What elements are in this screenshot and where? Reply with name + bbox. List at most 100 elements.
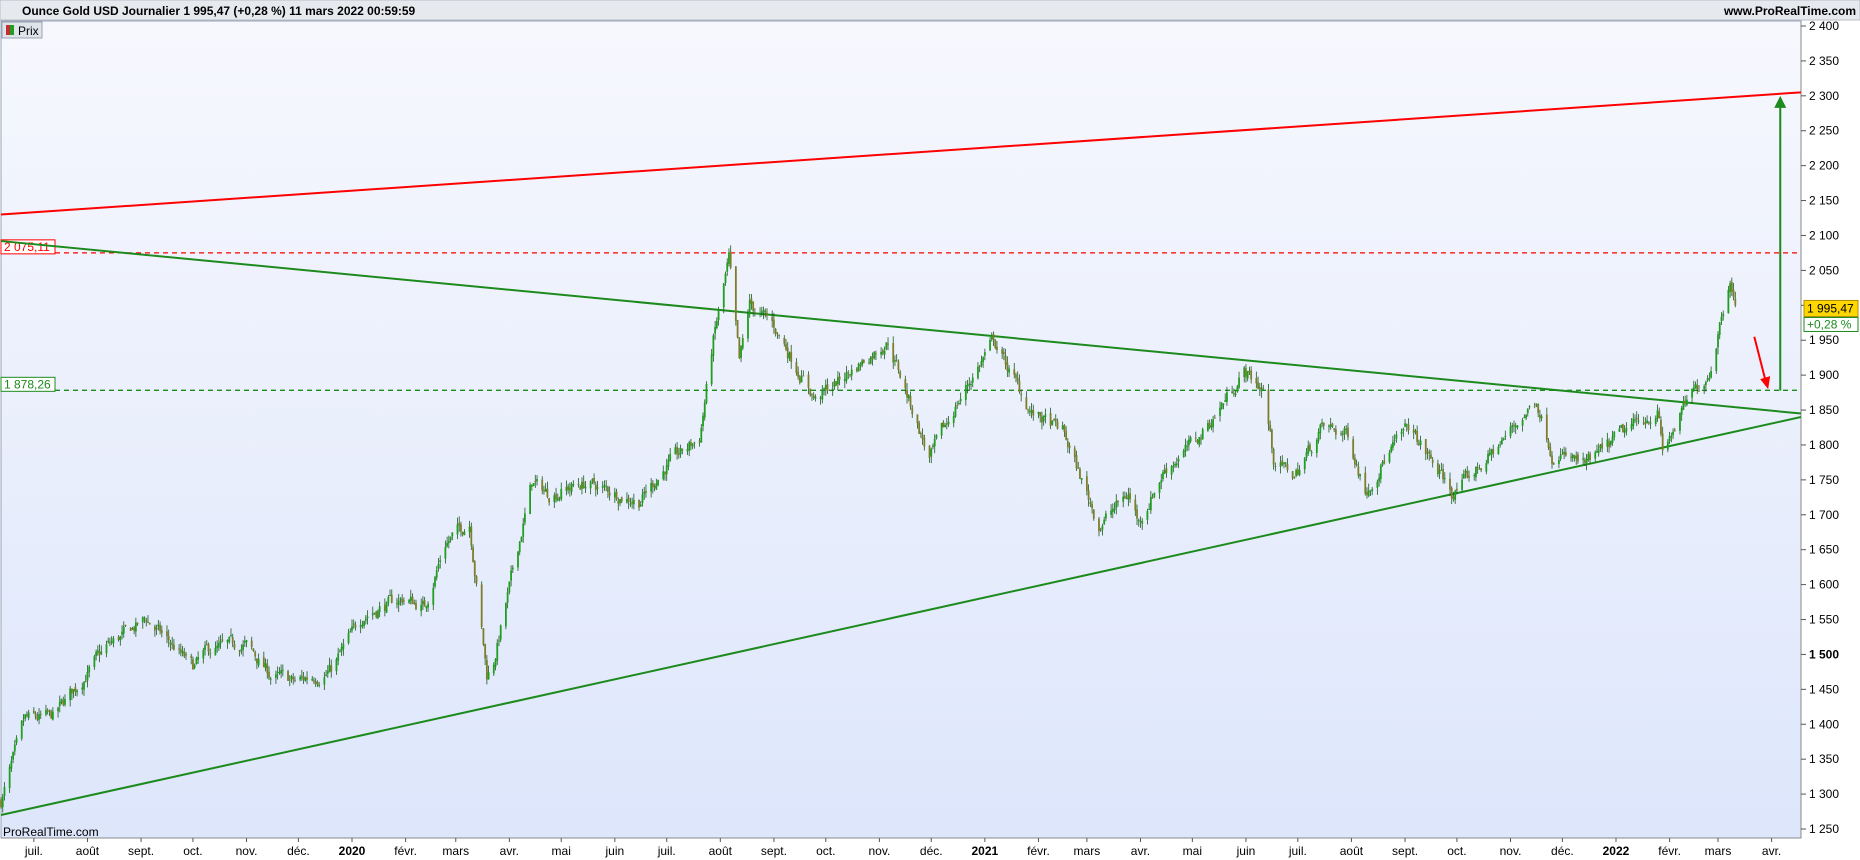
candle-body [759,313,761,315]
candle-body [994,339,997,348]
y-tick-label: 1 700 [1809,508,1839,522]
candle-body [1485,463,1488,472]
candle-body [1208,422,1211,428]
candle-body [750,298,753,304]
candle-body [129,627,132,631]
candle-body [932,445,934,448]
candle-body [1187,439,1190,446]
candle-body [361,625,364,627]
candle-body [339,651,341,653]
x-tick-label: mars [1074,844,1101,858]
candle-body [728,252,730,264]
legend-label: Prix [18,24,39,38]
candle-body [181,650,184,654]
candle-body [892,343,895,363]
candle-body [956,405,959,407]
candle-body [1480,468,1483,471]
candle-body [178,648,180,650]
candle-body [504,603,507,627]
y-tick-label: 2 250 [1809,124,1839,138]
x-tick-label: sept. [1392,844,1418,858]
candle-body [46,710,49,712]
candle-body [166,631,168,637]
candle-body [335,659,338,672]
y-tick-label: 1 450 [1809,682,1839,696]
x-tick-label: déc. [920,844,943,858]
candle-body [1599,445,1602,449]
candle-body [1513,424,1515,426]
candle-body [964,385,967,400]
candle-body [607,486,609,493]
candle-body [238,650,241,653]
candle-body [814,396,817,399]
candle-body [1378,477,1380,482]
candle-body [945,423,948,425]
legend-prix[interactable]: Prix [1,21,43,39]
site-link[interactable]: www.ProRealTime.com [1723,4,1856,18]
candle-body [510,570,512,581]
candle-body [437,563,440,569]
candle-body [916,414,919,424]
candle-body [340,646,343,652]
candle-body [145,619,148,622]
candle-body [530,484,533,487]
candle-body [141,617,144,623]
candle-body [807,374,810,388]
candle-body [269,678,272,680]
candle-body [833,381,836,387]
candle-body [1393,439,1396,441]
candle-body [645,491,647,493]
candle-body [458,522,461,526]
candle-body [243,640,246,643]
candle-body [947,421,950,425]
plot-area [0,20,1802,839]
candle-body [1077,467,1080,469]
candle-body [1618,428,1621,432]
candle-body [517,551,519,568]
candle-body [171,643,174,645]
candle-body [22,720,25,722]
candle-body [1032,409,1035,416]
candle-body [836,377,839,385]
candle-body [1270,429,1273,449]
candle-body [1226,392,1228,402]
candle-body [773,319,775,328]
candle-body [1283,462,1285,464]
candle-body [179,649,182,653]
candle-body [1,796,4,808]
candle-body [231,637,234,644]
candle-body [1658,411,1661,419]
candle-body [1343,428,1346,434]
candle-body [484,643,487,659]
y-tick-label: 1 850 [1809,403,1839,417]
candle-body [183,651,186,657]
candle-body [594,484,597,490]
candle-body [1272,449,1275,465]
x-tick-label: déc. [287,844,310,858]
candle-body [314,680,317,684]
candle-body [1388,452,1391,463]
candle-body [617,500,620,504]
candle-body [124,624,127,627]
candle-body [639,504,642,507]
x-tick-label: juil. [1288,844,1307,858]
candle-body [422,600,424,605]
down-arrow-shaft [1753,336,1768,384]
candle-body [783,337,786,344]
candle-body [1545,414,1548,441]
candle-body [579,486,582,490]
candle-body [1220,403,1223,409]
candle-body [715,320,718,328]
x-tick-label: juil. [24,844,43,858]
y-tick-label: 1 650 [1809,543,1839,557]
candle-body [1379,465,1382,479]
candle-body [795,362,798,373]
y-tick-label: 1 750 [1809,473,1839,487]
candle-body [147,622,149,624]
candle-body [1476,467,1479,469]
candle-body [710,354,713,385]
candle-body [1212,419,1215,428]
candle-body [1219,407,1221,416]
candle-body [122,626,125,634]
candle-body [1630,424,1633,430]
